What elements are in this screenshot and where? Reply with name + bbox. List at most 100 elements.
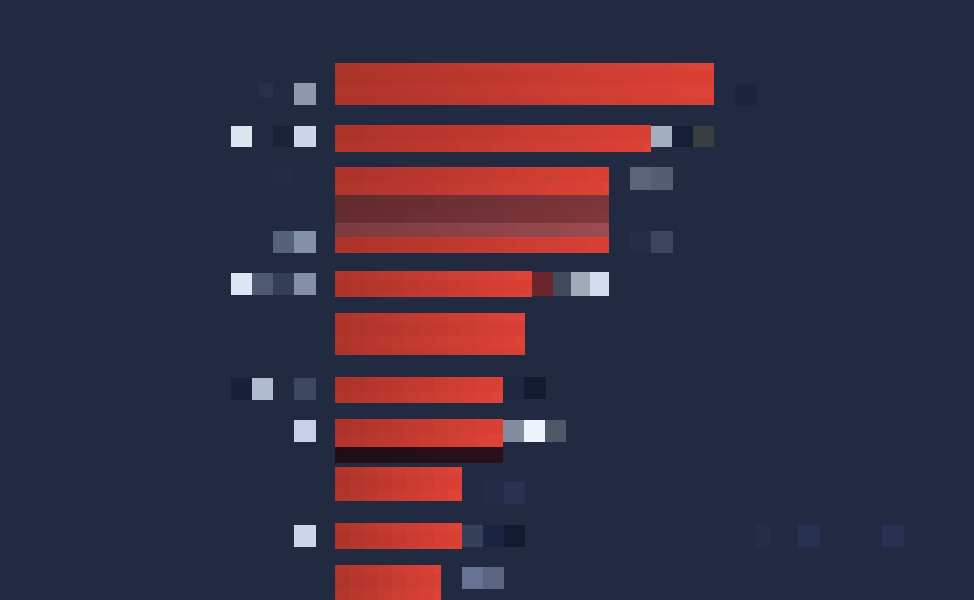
bar-pixel-block — [602, 195, 609, 196]
bar-pixel-block — [406, 447, 420, 448]
bar-pixel-block — [434, 350, 448, 355]
bar-pixel-block — [335, 84, 336, 98]
bar-pixel-block — [392, 377, 406, 378]
bar-pixel-block — [602, 70, 616, 84]
bar-pixel-block — [336, 84, 350, 98]
bar-segment — [335, 125, 651, 152]
bar-pixel-block — [448, 490, 462, 501]
bar-pixel-block — [518, 167, 532, 168]
bar-pixel-block — [336, 419, 350, 420]
bar-pixel-block — [406, 167, 420, 168]
bar-pixel-block — [420, 224, 434, 237]
bar-pixel-block — [476, 313, 490, 322]
bar-pixel-block — [434, 336, 448, 350]
bar-pixel-block — [378, 294, 392, 297]
bar-pixel-block — [490, 223, 504, 224]
bar-segment — [335, 237, 609, 253]
bar-pixel-block — [350, 224, 364, 237]
bar-pixel-block — [378, 377, 392, 378]
bar-pixel-block — [448, 434, 462, 447]
bar-pixel-block — [364, 419, 378, 420]
redacted-category-label-tile — [294, 231, 316, 253]
redacted-ghost-tile — [882, 525, 904, 547]
bar-pixel-block — [616, 140, 630, 152]
bar-pixel-block — [504, 294, 518, 297]
bar-pixel-block — [490, 238, 504, 252]
bar-pixel-block — [616, 70, 630, 84]
bar-pixel-block — [490, 280, 504, 294]
bar-pixel-block — [462, 392, 476, 403]
bar-pixel-block — [350, 448, 364, 462]
bar-pixel-block — [364, 237, 378, 238]
bar-pixel-block — [350, 238, 364, 252]
bar-pixel-block — [490, 448, 503, 462]
bar-pixel-block — [406, 490, 420, 501]
bar-pixel-block — [420, 182, 434, 195]
bar-pixel-block — [658, 63, 672, 70]
bar-pixel-block — [462, 447, 476, 448]
bar-pixel-block — [335, 420, 336, 434]
bar-pixel-block — [490, 126, 504, 140]
bar-pixel-block — [630, 126, 644, 140]
bar-pixel-block — [406, 420, 420, 434]
bar-pixel-block — [574, 237, 588, 238]
bar-pixel-block — [602, 223, 609, 224]
bar-pixel-block — [336, 195, 350, 196]
bar-pixel-block — [406, 378, 420, 392]
bar-pixel-block — [434, 419, 448, 420]
bar-pixel-block — [602, 167, 609, 168]
bar-pixel-block — [546, 126, 560, 140]
bar-pixel-block — [420, 252, 434, 253]
bar-pixel-block — [392, 126, 406, 140]
bar-pixel-block — [574, 196, 588, 210]
bar-segment — [335, 313, 525, 355]
bar-pixel-block — [462, 210, 476, 223]
bar-pixel-block — [448, 70, 462, 84]
bar-pixel-block — [378, 223, 392, 224]
bar-pixel-block — [476, 125, 490, 126]
bar-pixel-block — [490, 167, 504, 168]
bar-pixel-block — [476, 434, 490, 447]
bar-segment — [335, 195, 609, 223]
bar-pixel-block — [406, 98, 420, 105]
bar-pixel-block — [406, 63, 420, 70]
bar-pixel-block — [364, 252, 378, 253]
bar-pixel-block — [420, 167, 434, 168]
bar-pixel-block — [448, 84, 462, 98]
bar-pixel-block — [392, 322, 406, 336]
bar-pixel-block — [336, 126, 350, 140]
bar-pixel-block — [420, 350, 434, 355]
bar-pixel-block — [700, 98, 714, 105]
bar-pixel-block — [378, 84, 392, 98]
bar-pixel-block — [406, 140, 420, 152]
bar-pixel-block — [336, 523, 350, 532]
bar-pixel-block — [462, 98, 476, 105]
bar-pixel-block — [336, 462, 350, 463]
bar-pixel-block — [336, 252, 350, 253]
bar-pixel-block — [532, 167, 546, 168]
redacted-value-label-tile — [545, 420, 566, 442]
bar-pixel-block — [406, 322, 420, 336]
bar-pixel-block — [616, 98, 630, 105]
bar-pixel-block — [335, 125, 336, 126]
bar-pixel-block — [350, 462, 364, 463]
bar-pixel-block — [448, 126, 462, 140]
bar-pixel-block — [532, 168, 546, 182]
bar-pixel-block — [518, 63, 532, 70]
bar-pixel-block — [448, 294, 462, 297]
bar-pixel-block — [448, 210, 462, 223]
bar-pixel-block — [336, 140, 350, 152]
bar-pixel-block — [420, 546, 434, 549]
bar-pixel-block — [476, 322, 490, 336]
bar-pixel-block — [630, 98, 644, 105]
bar-pixel-block — [658, 98, 672, 105]
bar-pixel-block — [434, 196, 448, 210]
redacted-value-label-tile — [651, 167, 673, 190]
bar-pixel-block — [560, 223, 574, 224]
bar-pixel-block — [364, 195, 378, 196]
bar-pixel-block — [518, 125, 532, 126]
bar-pixel-block — [336, 98, 350, 105]
bar-pixel-block — [335, 350, 336, 355]
bar-pixel-block — [335, 588, 336, 600]
